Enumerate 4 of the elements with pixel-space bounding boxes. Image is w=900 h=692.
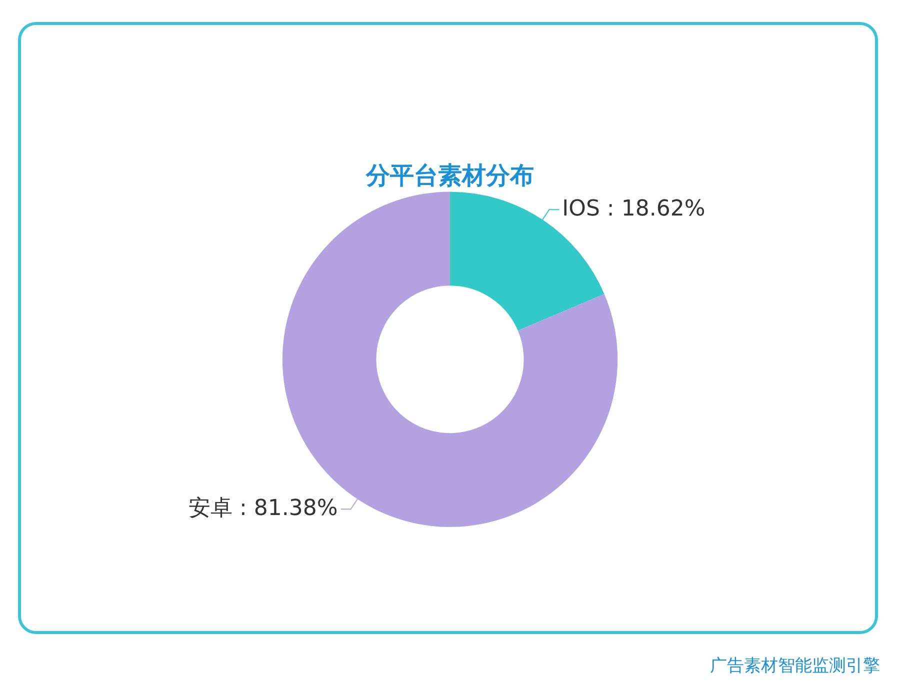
text: 广告素材智能监测引擎 (710, 655, 880, 677)
chart-title: 分平台素材分布 (365, 162, 534, 190)
slice-label: 安卓 : 81.38% (188, 496, 338, 521)
slice-label: IOS : 18.62% (562, 196, 706, 222)
